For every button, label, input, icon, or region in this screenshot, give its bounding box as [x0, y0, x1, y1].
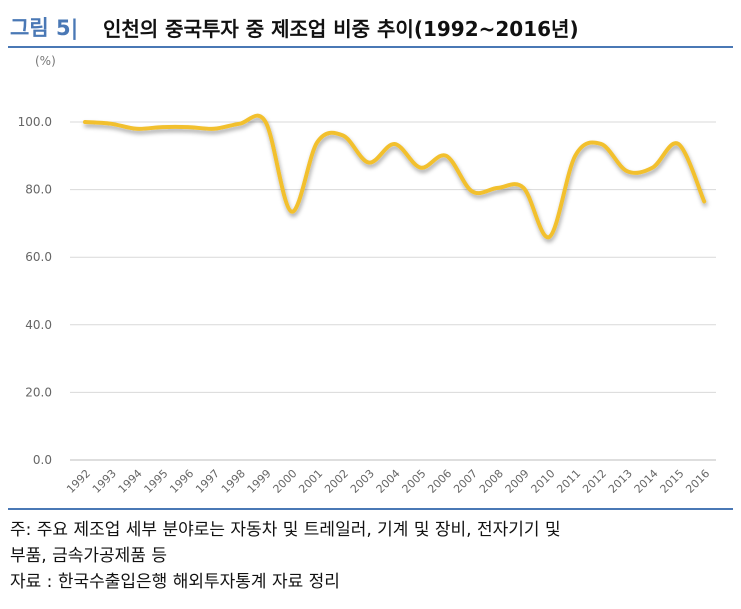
- y-axis-unit-label: (%): [35, 54, 56, 68]
- data-point: [676, 142, 680, 146]
- data-point: [599, 142, 603, 146]
- data-point: [135, 127, 139, 131]
- title-divider: [8, 46, 733, 48]
- data-point: [264, 120, 268, 124]
- data-point: [186, 125, 190, 129]
- data-point: [315, 140, 319, 144]
- x-tick-label: 2004: [374, 467, 403, 496]
- x-tick-label: 2005: [400, 467, 429, 496]
- x-tick-label: 2014: [632, 467, 661, 496]
- data-point: [341, 134, 345, 138]
- x-tick-label: 2011: [554, 467, 583, 496]
- data-point: [160, 125, 164, 129]
- data-point: [212, 127, 216, 131]
- data-point: [547, 235, 551, 239]
- data-point: [573, 154, 577, 158]
- x-tick-label: 2013: [606, 467, 635, 496]
- x-tick-label: 1996: [167, 467, 196, 496]
- x-tick-label: 1999: [245, 467, 274, 496]
- x-tick-label: 1998: [219, 467, 248, 496]
- x-tick-label: 2012: [580, 467, 609, 496]
- x-tick-label: 2000: [271, 467, 300, 496]
- x-tick-label: 2009: [503, 467, 532, 496]
- data-point: [393, 142, 397, 146]
- x-tick-label: 2010: [529, 467, 558, 496]
- x-tick-label: 1993: [90, 467, 119, 496]
- y-tick-label: 80.0: [25, 183, 52, 197]
- x-tick-label: 2002: [322, 467, 351, 496]
- data-point: [522, 186, 526, 190]
- x-tick-label: 1992: [64, 467, 93, 496]
- x-tick-label: 2015: [658, 467, 687, 496]
- y-tick-label: 20.0: [25, 385, 52, 399]
- x-tick-label: 1995: [142, 467, 171, 496]
- data-point: [83, 120, 87, 124]
- notes-divider: [8, 508, 733, 510]
- data-point: [470, 189, 474, 193]
- data-point: [238, 122, 242, 126]
- line-chart: (%) 0.0 20.0 40.0 60.0 80.0 100.0 1992 1993 199…: [0, 50, 741, 504]
- figure-title: 인천의 중국투자 중 제조업 비중 추이(1992~2016년): [103, 17, 579, 41]
- data-point: [289, 210, 293, 214]
- figure-title-bar: 그림 5| 인천의 중국투자 중 제조업 비중 추이(1992~2016년): [0, 0, 741, 46]
- data-point: [651, 166, 655, 170]
- x-tick-label: 1994: [116, 467, 145, 496]
- y-tick-label: 40.0: [25, 318, 52, 332]
- x-tick-label: 2003: [348, 467, 377, 496]
- note-line-2: 부품, 금속가공제품 등: [10, 546, 167, 566]
- x-tick-label: 1997: [193, 467, 222, 496]
- x-tick-label: 2008: [477, 467, 506, 496]
- x-tick-label: 2001: [296, 467, 325, 496]
- data-point: [625, 169, 629, 173]
- series-line: [83, 113, 707, 239]
- source-note: 자료 : 한국수출입은행 해외투자통계 자료 정리: [10, 572, 340, 592]
- data-point: [496, 186, 500, 190]
- y-tick-label: 100.0: [18, 115, 52, 129]
- data-point: [444, 154, 448, 158]
- note-line-1: 주: 주요 제조업 세부 분야로는 자동차 및 트레일러, 기계 및 장비, 전…: [10, 520, 561, 540]
- y-tick-label: 60.0: [25, 250, 52, 264]
- y-tick-label: 0.0: [33, 453, 52, 467]
- data-point: [109, 122, 113, 126]
- data-point: [418, 166, 422, 170]
- figure-number: 그림 5|: [10, 16, 79, 40]
- data-point: [367, 161, 371, 165]
- x-tick-label: 2007: [451, 467, 480, 496]
- data-point: [702, 199, 706, 203]
- x-tick-label: 2006: [425, 467, 454, 496]
- x-tick-label: 2016: [683, 467, 712, 496]
